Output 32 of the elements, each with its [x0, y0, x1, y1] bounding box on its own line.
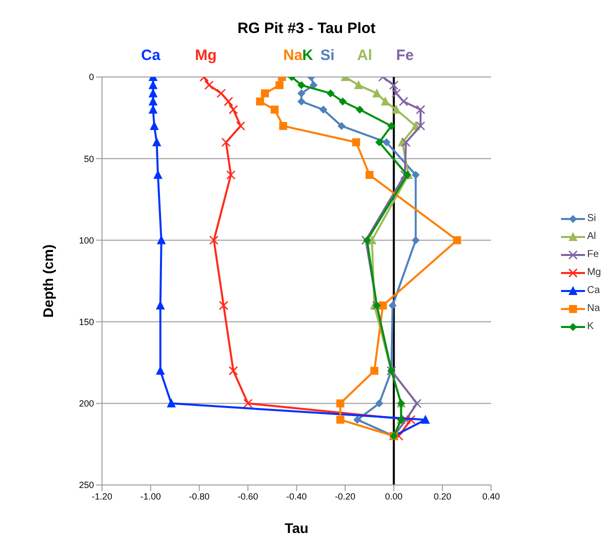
y-tick-label: 50	[84, 154, 94, 164]
x-tick-label: -0.60	[238, 491, 258, 502]
chart-title: RG Pit #3 - Tau Plot	[236, 20, 377, 37]
y-tick-label: 100	[78, 235, 94, 246]
legend-label: Mg	[587, 266, 601, 280]
x-tick-label: 0.00	[385, 491, 403, 502]
x-tick-label: -0.20	[334, 491, 356, 502]
x-axis-title: Tau	[284, 520, 308, 536]
legend-label: Ca	[587, 284, 600, 298]
text: Al	[357, 47, 372, 64]
legend-label: Si	[587, 212, 596, 226]
text: Si	[320, 47, 335, 64]
y-axis-title: Depth (cm)	[40, 244, 56, 318]
text: Fe	[396, 47, 414, 64]
x-tick-label: 0.20	[434, 491, 452, 502]
legend-label: K	[587, 320, 594, 334]
x-tick-label: -0.40	[286, 491, 307, 502]
legend-label: Fe	[587, 248, 599, 262]
y-tick-label: 200	[78, 398, 94, 409]
x-tick-label: 0.40	[482, 491, 500, 502]
text: K	[302, 47, 314, 64]
text: Ca	[141, 47, 160, 64]
y-tick-label: 150	[78, 316, 94, 327]
text: Mg	[194, 47, 217, 64]
x-tick-label: -0.80	[189, 491, 210, 502]
legend-label: Al	[587, 230, 596, 244]
legend-label: Na	[587, 302, 600, 316]
x-tick-label: -1.20	[92, 491, 112, 502]
text: Na	[283, 47, 302, 64]
y-tick-label: 250	[78, 480, 94, 490]
x-tick-label: -1.00	[140, 491, 161, 502]
y-tick-label: 0	[88, 72, 94, 82]
